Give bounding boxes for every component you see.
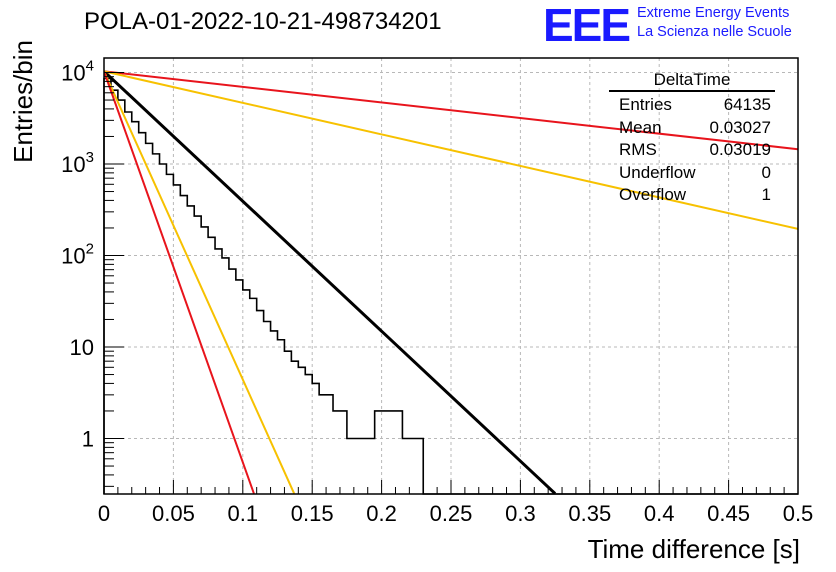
organization-line-2: La Scienza nelle Scuole [637,24,792,40]
eee-logo: EEE [543,0,631,51]
stats-row-entries: Entries 64135 [609,94,775,117]
stats-label: Underflow [619,162,696,182]
y-tick-label: 102 [61,241,94,269]
x-tick-label: 0.3 [505,501,536,526]
y-tick-label: 103 [61,149,94,177]
stats-value: 64135 [723,95,771,114]
y-tick-label: 10 [70,335,94,360]
organization-text: Extreme Energy Events La Scienza nelle S… [637,4,792,42]
stats-box: DeltaTime Entries 64135 Mean 0.03027 RMS… [609,70,775,207]
stats-row-mean: Mean 0.03027 [609,117,775,140]
y-tick-label: 104 [61,58,94,86]
x-tick-label: 0.35 [568,501,611,526]
x-tick-label: 0.4 [644,501,675,526]
red-line-slow [104,70,798,151]
x-axis-title: Time difference [s] [588,534,800,564]
stats-row-overflow: Overflow 1 [609,184,775,207]
fit-line [104,70,557,494]
grid [104,58,798,494]
stats-label: RMS [619,140,657,159]
stats-label: Mean [619,117,662,137]
stats-label: Overflow [619,185,687,204]
ticks: 0 0.05 0.1 0.15 0.2 0.25 0.3 0.35 0.4 0.45 0.5 [98,72,814,526]
x-tick-label: 0.45 [707,501,750,526]
stats-title: DeltaTime [609,70,775,92]
organization-line-1: Extreme Energy Events [637,5,790,21]
yellow-line-slow [104,70,798,230]
stats-value: 0.03019 [709,140,771,159]
x-tick-label: 0 [98,501,110,526]
series-layer [104,70,798,494]
x-tick-label: 0.5 [783,501,814,526]
x-tick-label: 0.1 [228,501,259,526]
run-title: POLA-01-2022-10-21-498734201 [84,8,442,35]
red-line-fast [104,70,255,494]
stats-row-rms: RMS 0.03019 [609,139,775,162]
stats-value: 0 [761,162,771,182]
x-tick-label: 0.15 [291,501,334,526]
stats-value: 1 [761,185,771,204]
stats-row-underflow: Underflow 0 [609,162,775,185]
y-tick-labels: 1 10 102 103 104 [61,58,94,452]
yellow-line-fast [104,70,296,494]
x-tick-label: 0.25 [430,501,473,526]
stats-label: Entries [619,95,672,114]
x-tick-label: 0.05 [152,501,195,526]
y-tick-label: 1 [82,427,94,452]
x-tick-label: 0.2 [366,501,397,526]
stats-value: 0.03027 [709,117,771,137]
y-axis-title: Entries/bin [8,40,38,163]
